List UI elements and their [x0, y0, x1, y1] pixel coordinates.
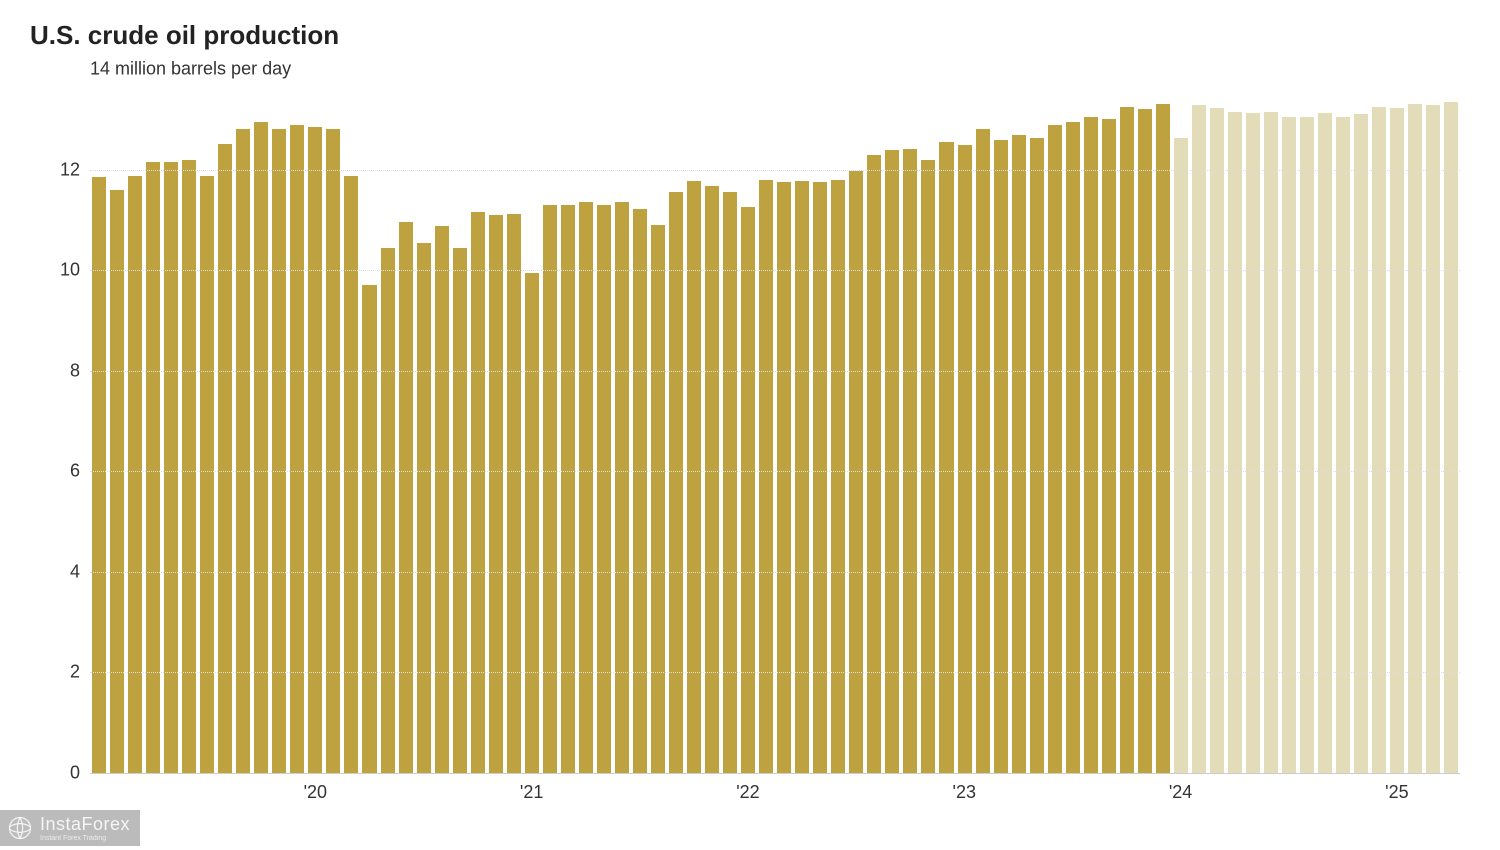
- gridline: [90, 170, 1460, 171]
- bar: [272, 129, 286, 773]
- x-tick-label: '25: [1385, 782, 1408, 803]
- bar: [507, 214, 521, 773]
- bar: [1102, 119, 1116, 773]
- bar: [1174, 138, 1188, 773]
- y-tick-label: 6: [70, 461, 90, 482]
- x-axis: '20 '21 '22 '23 '24 '25: [90, 774, 1460, 814]
- bar: [1282, 117, 1296, 773]
- x-tick-label: '24: [1169, 782, 1192, 803]
- plot-area: 14 million barrels per day024681012: [90, 69, 1460, 774]
- gridline: [90, 572, 1460, 573]
- bar: [236, 129, 250, 773]
- bar: [344, 176, 358, 773]
- bar: [723, 192, 737, 773]
- y-tick-label: 4: [70, 561, 90, 582]
- gridline: [90, 672, 1460, 673]
- bar: [399, 222, 413, 773]
- y-tick-label: 2: [70, 662, 90, 683]
- bar: [1336, 117, 1350, 773]
- y-tick-label: 12: [60, 159, 90, 180]
- bar: [561, 205, 575, 773]
- bar: [525, 273, 539, 773]
- bar: [1048, 125, 1062, 773]
- bar: [471, 212, 485, 773]
- bar: [976, 129, 990, 773]
- bar: [1354, 114, 1368, 773]
- gridline: [90, 471, 1460, 472]
- bar: [651, 225, 665, 773]
- bar: [381, 248, 395, 773]
- chart-area: 14 million barrels per day024681012 '20'…: [30, 69, 1470, 814]
- bar: [543, 205, 557, 773]
- bar: [1084, 117, 1098, 773]
- bar: [1246, 113, 1260, 773]
- bar: [1012, 135, 1026, 773]
- bars-container: [90, 69, 1460, 773]
- bar: [633, 209, 647, 773]
- gridline: [90, 371, 1460, 372]
- bar: [741, 207, 755, 773]
- bar: [1228, 112, 1242, 773]
- bar: [615, 202, 629, 773]
- bar: [164, 162, 178, 773]
- bar: [867, 155, 881, 774]
- bar: [994, 140, 1008, 773]
- x-tick-label: '23: [953, 782, 976, 803]
- bar: [308, 127, 322, 773]
- bar: [417, 243, 431, 774]
- bar: [110, 190, 124, 773]
- instaforex-logo-icon: [6, 814, 34, 842]
- bar: [831, 180, 845, 773]
- bar: [200, 176, 214, 773]
- bar: [146, 162, 160, 773]
- watermark-brand-name: InstaForex: [40, 815, 130, 833]
- bar: [1030, 138, 1044, 773]
- bar: [705, 186, 719, 773]
- watermark-tagline: Instant Forex Trading: [40, 835, 130, 842]
- bar: [921, 160, 935, 773]
- x-tick-label: '22: [736, 782, 759, 803]
- bar: [1318, 113, 1332, 773]
- chart-title: U.S. crude oil production: [30, 20, 1470, 51]
- bar: [669, 192, 683, 773]
- bar: [362, 285, 376, 773]
- bar: [218, 144, 232, 773]
- bar: [1066, 122, 1080, 773]
- bar: [290, 125, 304, 773]
- y-tick-label: 8: [70, 360, 90, 381]
- bar: [435, 226, 449, 773]
- bar: [453, 248, 467, 773]
- watermark-brand: InstaForex Instant Forex Trading: [40, 815, 130, 842]
- y-tick-label: 0: [70, 763, 90, 784]
- gridline: [90, 270, 1460, 271]
- bar: [903, 149, 917, 773]
- bar: [597, 205, 611, 773]
- bar: [579, 202, 593, 773]
- bar: [939, 142, 953, 773]
- bar: [1138, 109, 1152, 773]
- bar: [489, 215, 503, 773]
- bar: [1264, 112, 1278, 773]
- bar: [182, 160, 196, 773]
- x-tick-label: '20: [304, 782, 327, 803]
- watermark: InstaForex Instant Forex Trading: [0, 810, 140, 846]
- bar: [1300, 117, 1314, 773]
- x-tick-label: '21: [520, 782, 543, 803]
- bar: [958, 145, 972, 773]
- bar: [326, 129, 340, 773]
- bar: [885, 150, 899, 773]
- bar: [759, 180, 773, 773]
- bar: [128, 176, 142, 773]
- bar: [92, 177, 106, 773]
- y-tick-label: 10: [60, 260, 90, 281]
- bar: [254, 122, 268, 773]
